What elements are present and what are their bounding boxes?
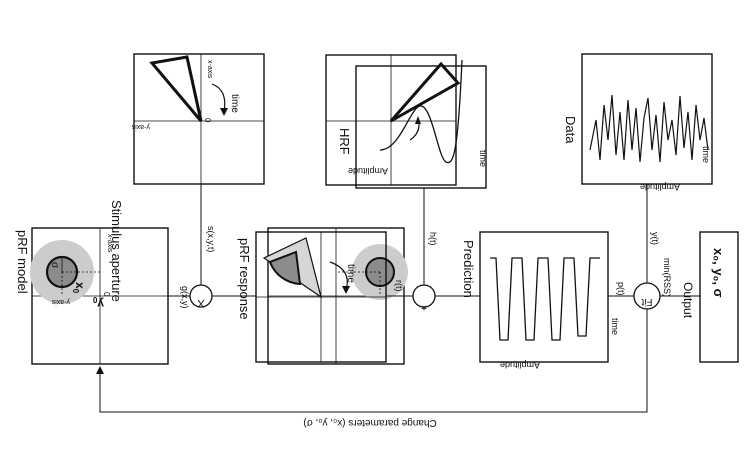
data-trace <box>589 94 709 163</box>
prf-y0-label: y0 <box>92 295 104 311</box>
prf-response-title: pRF response <box>237 238 252 320</box>
prediction-time-label: time <box>610 318 620 335</box>
stimulus-aperture-panel <box>325 54 461 186</box>
signal-gxy: g(x,y) <box>180 286 190 309</box>
multiply-symbol: X <box>197 297 205 309</box>
hrf-time-label: time <box>478 150 488 167</box>
signal-min-rss: min(RSS) <box>662 258 672 297</box>
prf-sigma-label: σ <box>49 262 60 269</box>
prf-response-time-label: time <box>345 264 356 283</box>
convolve-symbol: * <box>421 298 427 314</box>
prediction-box <box>479 231 609 363</box>
prf-model-title: pRF model <box>15 230 30 294</box>
labels-layer: Stimulus aperture x-axis y-axis 0 time H… <box>15 60 726 428</box>
prediction-amplitude-label: Amplitude <box>500 360 540 370</box>
stimulus-time-label: time <box>229 94 240 113</box>
hrf-title: HRF <box>337 128 352 155</box>
prf-y-axis-label: y-axis <box>51 298 70 305</box>
fit-symbol: Fit <box>641 296 652 307</box>
signal-pt: p(t) <box>616 282 626 296</box>
signal-sxyt: s(x,y,t) <box>206 226 216 252</box>
output-box <box>699 231 739 363</box>
signal-yt: y(t) <box>650 232 660 245</box>
stimulus-aperture-box <box>133 53 265 185</box>
output-value: x₀, y₀, σ <box>711 248 726 298</box>
signal-ht: h(t) <box>428 232 438 246</box>
hrf-box <box>355 65 487 189</box>
stimulus-wedge <box>149 55 203 122</box>
data-amplitude-label: Amplitude <box>640 182 680 192</box>
diagram-screen-layer <box>30 53 739 413</box>
hrf-amplitude-label: Amplitude <box>348 166 388 176</box>
data-time-label: time <box>701 146 711 163</box>
prf-x0-label: x0 <box>71 282 87 294</box>
prediction-trace <box>490 257 600 341</box>
data-title: Data <box>563 116 578 144</box>
stimulus-y-axis-label: y-axis <box>131 123 150 130</box>
feedback-label: Change parameters (x₀, y₀, σ) <box>303 417 436 428</box>
feedback-loop-line <box>99 309 648 413</box>
prf-origin-label: 0 <box>102 292 111 297</box>
prediction-title: Prediction <box>461 240 476 298</box>
stimulus-x-axis-label: x-axis <box>206 60 213 79</box>
stimulus-origin-label: 0 <box>203 118 212 123</box>
data-box <box>581 53 713 185</box>
stimulus-aperture-title: Stimulus aperture <box>109 200 124 302</box>
prf-model-panel <box>267 227 408 365</box>
hrf-curve <box>379 59 463 164</box>
signal-rt: r(t) <box>394 280 404 292</box>
prf-x-axis-label: x-axis <box>106 234 113 253</box>
output-label: Output <box>681 282 695 319</box>
